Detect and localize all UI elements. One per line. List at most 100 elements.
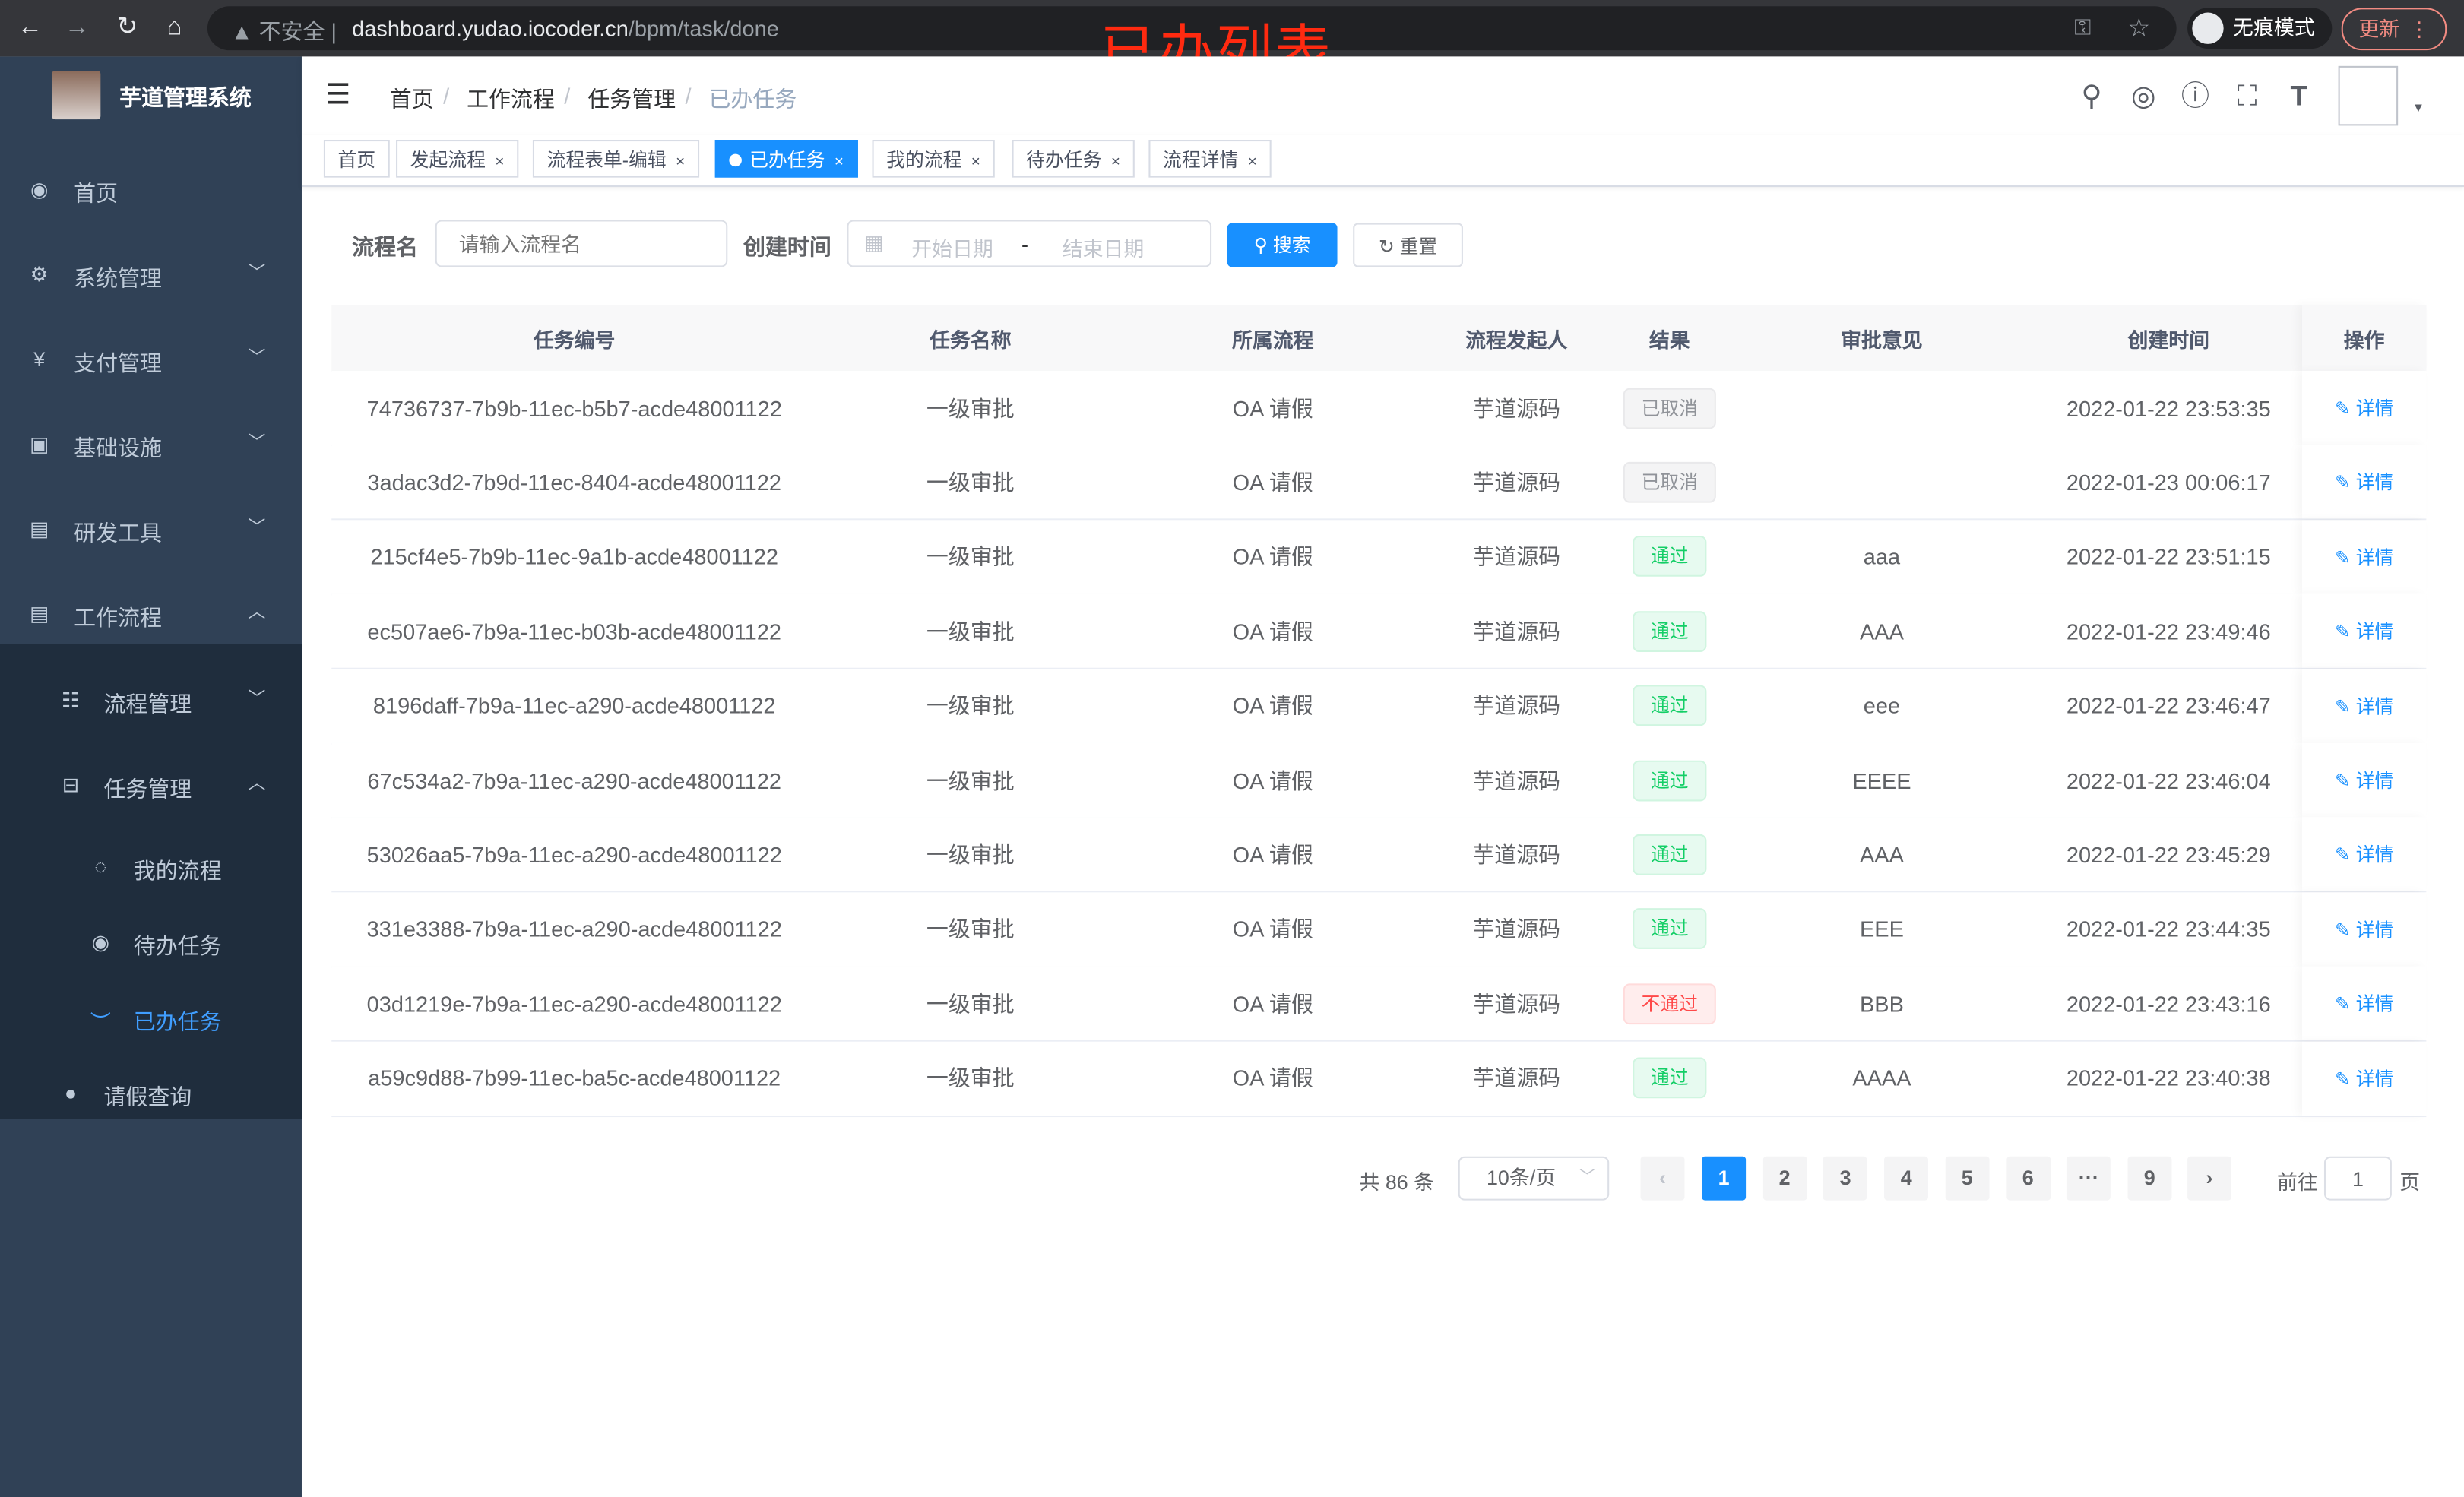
detail-link[interactable]: ✎ 详情: [2335, 916, 2393, 942]
breadcrumb-item[interactable]: 任务管理: [587, 86, 676, 112]
breadcrumb-item[interactable]: 首页: [389, 86, 434, 112]
detail-link[interactable]: ✎ 详情: [2335, 692, 2393, 719]
date-range-picker[interactable]: ▦ 开始日期 - 结束日期: [847, 220, 1212, 267]
close-icon[interactable]: ×: [834, 153, 844, 172]
tag-6[interactable]: 流程详情 ×: [1148, 140, 1272, 178]
sidebar-subitem[interactable]: ◉ 待办任务: [0, 902, 302, 977]
cell-result: 通过: [1610, 520, 1728, 593]
close-icon[interactable]: ×: [495, 153, 505, 172]
fullscreen-icon[interactable]: ⛶: [2237, 80, 2257, 112]
sidebar-item[interactable]: ◉ 首页: [0, 149, 302, 234]
edit-icon: ✎: [2335, 1068, 2356, 1090]
page-size-select[interactable]: 10条/页 ﹀: [1458, 1156, 1610, 1201]
detail-link[interactable]: ✎ 详情: [2335, 543, 2393, 570]
sidebar-subitem[interactable]: ︶ 已办任务: [0, 977, 302, 1052]
table-row: 215cf4e5-7b9b-11ec-9a1b-acde48001122 一级审批…: [331, 519, 2427, 596]
cell-result: 通过: [1610, 1041, 1728, 1115]
tag-5[interactable]: 待办任务 ×: [1012, 140, 1135, 178]
github-icon[interactable]: ◎: [2130, 80, 2156, 112]
search-button[interactable]: ⚲ 搜索: [1227, 223, 1338, 267]
close-icon[interactable]: ×: [1110, 153, 1120, 172]
cell-actions: ✎ 详情: [2302, 519, 2427, 594]
cell-comment: EEEE: [1852, 767, 1911, 793]
browser-toolbar: ← → ↻ ⌂ ▲ 不安全 | dashboard.yudao.iocoder.…: [0, 0, 2464, 57]
sidebar-item[interactable]: ▤ 工作流程 ︿: [0, 574, 302, 659]
sidebar-subitem[interactable]: ☷ 流程管理 ﹀: [0, 660, 302, 735]
page-button[interactable]: 2: [1762, 1156, 1807, 1201]
font-size-icon[interactable]: T: [2290, 80, 2308, 112]
close-icon[interactable]: ×: [1247, 153, 1257, 172]
help-icon[interactable]: ⓘ: [2181, 80, 2210, 112]
edit-icon: ✎: [2335, 770, 2356, 793]
cell-result: 已取消: [1610, 371, 1728, 445]
sidebar-item[interactable]: ⚙ 系统管理 ﹀: [0, 234, 302, 319]
detail-link[interactable]: ✎ 详情: [2335, 841, 2393, 868]
sidebar-subitem[interactable]: ◌ 我的流程: [0, 827, 302, 902]
back-icon[interactable]: ←: [17, 14, 43, 41]
result-badge: 通过: [1633, 908, 1706, 950]
home-icon[interactable]: ⌂: [166, 14, 182, 41]
sidebar-item[interactable]: ▤ 研发工具 ﹀: [0, 489, 302, 574]
key-icon[interactable]: ⚿: [2074, 14, 2092, 40]
page-button[interactable]: 5: [1945, 1156, 1990, 1201]
update-label: 更新: [2358, 17, 2400, 41]
caret-down-icon[interactable]: ▼: [2412, 100, 2425, 115]
sidebar-subitem[interactable]: ⊟ 任务管理 ︿: [0, 745, 302, 820]
page-button[interactable]: 6: [2006, 1156, 2051, 1201]
update-button[interactable]: 更新 ⋮: [2341, 8, 2447, 51]
tag-0[interactable]: 首页: [323, 140, 390, 178]
breadcrumb-item[interactable]: 工作流程: [467, 86, 555, 112]
detail-link[interactable]: ✎ 详情: [2335, 990, 2393, 1017]
app-title: 芋道管理系统: [119, 84, 252, 110]
chevron-down-icon: ﹀: [248, 689, 266, 709]
page-button[interactable]: 4: [1884, 1156, 1929, 1201]
result-badge: 已取消: [1623, 461, 1715, 503]
tag-4[interactable]: 我的流程 ×: [872, 140, 995, 178]
more-pages-button[interactable]: ···: [2067, 1156, 2111, 1201]
forward-icon[interactable]: →: [64, 14, 90, 41]
sidebar-item[interactable]: ▣ 基础设施 ﹀: [0, 404, 302, 489]
prev-page-button[interactable]: ‹: [1640, 1156, 1685, 1201]
detail-link[interactable]: ✎ 详情: [2335, 469, 2393, 495]
hamburger-icon[interactable]: ☰: [325, 78, 351, 110]
next-page-button[interactable]: ›: [2187, 1156, 2231, 1201]
edit-icon: ✎: [2335, 397, 2356, 420]
tag-3[interactable]: 已办任务 ×: [714, 140, 858, 178]
page-button[interactable]: 1: [1702, 1156, 1747, 1201]
avatar[interactable]: [2338, 65, 2399, 126]
close-icon[interactable]: ×: [676, 153, 686, 172]
close-icon[interactable]: ×: [971, 153, 980, 172]
end-date-input[interactable]: 结束日期: [1062, 237, 1145, 261]
cell-id: 331e3388-7b9a-11ec-a290-acde48001122: [366, 916, 782, 942]
process-name-input[interactable]: [435, 220, 728, 267]
cell-time: 2022-01-22 23:46:47: [2066, 693, 2271, 719]
detail-link[interactable]: ✎ 详情: [2335, 394, 2393, 421]
page-button[interactable]: 3: [1823, 1156, 1868, 1201]
cell-starter: 芋道源码: [1472, 767, 1561, 793]
star-icon[interactable]: ☆: [2127, 15, 2151, 43]
incognito-badge[interactable]: 无痕模式: [2187, 8, 2333, 49]
detail-link[interactable]: ✎ 详情: [2335, 618, 2393, 644]
reload-icon[interactable]: ↻: [116, 14, 138, 41]
reset-button[interactable]: ↻ 重置: [1353, 223, 1463, 267]
address-bar[interactable]: ▲ 不安全 | dashboard.yudao.iocoder.cn/bpm/t…: [207, 6, 2177, 51]
cell-comment: eee: [1863, 693, 1901, 719]
sidebar-subitem[interactable]: ● 请假查询: [0, 1052, 302, 1128]
yen-icon: ¥: [33, 347, 46, 371]
result-badge: 通过: [1633, 536, 1706, 578]
logo: [52, 71, 101, 120]
tag-2[interactable]: 流程表单-编辑 ×: [532, 140, 699, 178]
detail-link[interactable]: ✎ 详情: [2335, 767, 2393, 793]
detail-link[interactable]: ✎ 详情: [2335, 1065, 2393, 1091]
cell-result: 不通过: [1610, 967, 1728, 1040]
tag-1[interactable]: 发起流程 ×: [396, 140, 519, 178]
page-button[interactable]: 9: [2127, 1156, 2172, 1201]
start-date-input[interactable]: 开始日期: [911, 237, 993, 261]
incognito-label: 无痕模式: [2233, 15, 2315, 40]
goto-page-input[interactable]: [2323, 1156, 2392, 1201]
search-icon[interactable]: ⚲: [2081, 80, 2102, 112]
sidebar-item[interactable]: ¥ 支付管理 ﹀: [0, 319, 302, 404]
column-header: 流程发起人: [1465, 328, 1568, 352]
detail-label: 详情: [2355, 695, 2394, 718]
sidebar-item-label: 工作流程: [74, 605, 162, 631]
